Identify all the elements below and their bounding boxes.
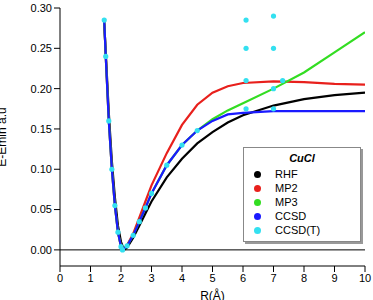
svg-text:8: 8 xyxy=(301,272,307,284)
svg-text:E-Emin a.u: E-Emin a.u xyxy=(8,107,9,166)
svg-text:0.20: 0.20 xyxy=(31,83,52,95)
svg-text:2: 2 xyxy=(118,272,124,284)
svg-text:9: 9 xyxy=(331,272,337,284)
svg-text:0: 0 xyxy=(57,272,63,284)
svg-text:0.10: 0.10 xyxy=(31,163,52,175)
svg-text:0.25: 0.25 xyxy=(31,42,52,54)
html-text:MP2: MP2 xyxy=(275,182,298,194)
html-text:CCSD(T): CCSD(T) xyxy=(275,224,321,236)
html-text:CuCl: CuCl xyxy=(289,152,315,164)
svg-text:0.30: 0.30 xyxy=(31,2,52,14)
svg-text:4: 4 xyxy=(179,272,185,284)
svg-text:0.05: 0.05 xyxy=(31,203,52,215)
html-text:CCSD: CCSD xyxy=(275,210,307,222)
html-text:RHF: RHF xyxy=(275,168,298,180)
svg-text:1: 1 xyxy=(87,272,93,284)
html-text:MP3: MP3 xyxy=(275,196,298,208)
svg-text:6: 6 xyxy=(240,272,246,284)
svg-text:10: 10 xyxy=(359,272,365,284)
svg-text:R(Å): R(Å) xyxy=(200,288,225,300)
svg-text:0.15: 0.15 xyxy=(31,123,52,135)
svg-text:0.00: 0.00 xyxy=(31,244,52,256)
svg-text:3: 3 xyxy=(148,272,154,284)
svg-text:7: 7 xyxy=(270,272,276,284)
svg-text:5: 5 xyxy=(209,272,215,284)
